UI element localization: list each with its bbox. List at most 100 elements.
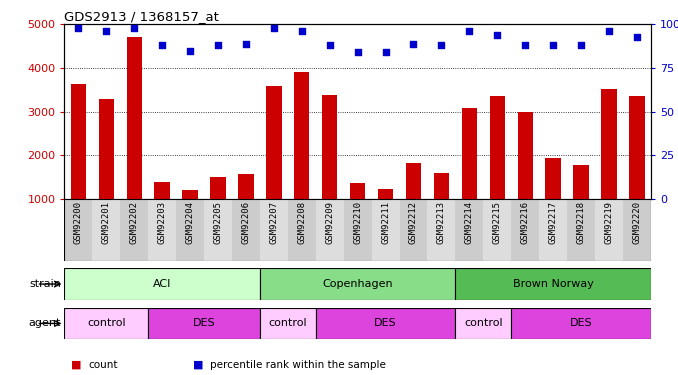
Text: GSM92201: GSM92201 — [102, 201, 111, 244]
Text: GSM92200: GSM92200 — [74, 201, 83, 244]
Text: GSM92218: GSM92218 — [576, 201, 586, 244]
Bar — [92, 199, 120, 261]
Bar — [288, 199, 316, 261]
Bar — [148, 199, 176, 261]
Text: GSM92206: GSM92206 — [241, 201, 250, 244]
Text: GSM92219: GSM92219 — [605, 201, 614, 244]
Text: percentile rank within the sample: percentile rank within the sample — [210, 360, 386, 369]
Bar — [176, 199, 204, 261]
Text: Copenhagen: Copenhagen — [322, 279, 393, 289]
Text: agent: agent — [28, 318, 61, 328]
Bar — [127, 38, 142, 242]
Bar — [456, 268, 651, 300]
Bar — [372, 199, 399, 261]
Text: control: control — [464, 318, 502, 328]
Bar — [456, 199, 483, 261]
Point — [492, 32, 502, 38]
Bar — [434, 173, 449, 242]
Bar — [399, 199, 427, 261]
Point — [213, 42, 224, 48]
Bar — [567, 199, 595, 261]
Point — [436, 42, 447, 48]
Text: count: count — [88, 360, 118, 369]
Text: GSM92211: GSM92211 — [381, 201, 390, 244]
Bar — [71, 84, 86, 242]
Bar — [260, 199, 288, 261]
Bar — [483, 199, 511, 261]
Text: GSM92210: GSM92210 — [353, 201, 362, 244]
Text: GSM92215: GSM92215 — [493, 201, 502, 244]
Bar — [511, 308, 651, 339]
Bar — [378, 189, 393, 242]
Text: GSM92207: GSM92207 — [269, 201, 279, 244]
Bar — [120, 199, 148, 261]
Text: control: control — [87, 318, 125, 328]
Bar — [601, 89, 617, 242]
Text: GDS2913 / 1368157_at: GDS2913 / 1368157_at — [64, 10, 219, 23]
Text: GSM92204: GSM92204 — [186, 201, 195, 244]
Point — [353, 49, 363, 55]
Point — [548, 42, 559, 48]
Bar — [574, 165, 589, 242]
Text: ■: ■ — [71, 360, 81, 369]
Point — [241, 40, 252, 46]
Bar — [595, 199, 623, 261]
Point — [157, 42, 167, 48]
Bar — [64, 308, 148, 339]
Text: GSM92216: GSM92216 — [521, 201, 530, 244]
Bar — [64, 268, 260, 300]
Point — [603, 28, 614, 34]
Text: GSM92208: GSM92208 — [297, 201, 306, 244]
Bar — [623, 199, 651, 261]
Bar — [350, 183, 365, 242]
Bar — [98, 99, 114, 242]
Bar — [232, 199, 260, 261]
Text: GSM92220: GSM92220 — [633, 201, 641, 244]
Point — [408, 40, 419, 46]
Bar — [148, 308, 260, 339]
Text: strain: strain — [29, 279, 61, 289]
Text: GSM92205: GSM92205 — [214, 201, 222, 244]
Bar — [316, 199, 344, 261]
Point — [380, 49, 391, 55]
Point — [184, 48, 195, 54]
Bar — [316, 308, 456, 339]
Bar — [64, 199, 92, 261]
Bar — [546, 158, 561, 242]
Bar — [182, 190, 198, 242]
Point — [129, 25, 140, 31]
Text: ■: ■ — [193, 360, 203, 369]
Bar — [238, 174, 254, 242]
Text: DES: DES — [193, 318, 216, 328]
Point — [73, 25, 84, 31]
Bar — [629, 96, 645, 242]
Point — [520, 42, 531, 48]
Text: GSM92217: GSM92217 — [549, 201, 557, 244]
Text: ACI: ACI — [153, 279, 172, 289]
Text: Brown Norway: Brown Norway — [513, 279, 593, 289]
Point — [296, 28, 307, 34]
Point — [576, 42, 586, 48]
Text: DES: DES — [374, 318, 397, 328]
Bar — [511, 199, 539, 261]
Bar — [344, 199, 372, 261]
Bar — [260, 308, 316, 339]
Bar — [294, 72, 309, 242]
Point — [464, 28, 475, 34]
Point — [101, 28, 112, 34]
Point — [324, 42, 335, 48]
Bar — [322, 95, 338, 242]
Text: GSM92212: GSM92212 — [409, 201, 418, 244]
Bar — [260, 268, 456, 300]
Bar — [155, 182, 170, 242]
Text: control: control — [268, 318, 307, 328]
Bar — [539, 199, 567, 261]
Bar — [406, 163, 421, 242]
Bar — [210, 177, 226, 242]
Point — [268, 25, 279, 31]
Bar — [456, 308, 511, 339]
Bar — [517, 112, 533, 242]
Bar — [490, 96, 505, 242]
Text: GSM92203: GSM92203 — [158, 201, 167, 244]
Text: DES: DES — [570, 318, 593, 328]
